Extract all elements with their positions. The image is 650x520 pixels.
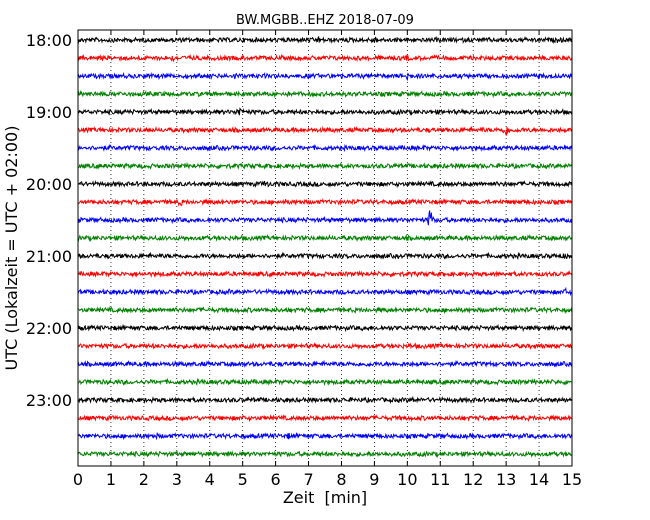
seismogram-trace [77, 286, 573, 297]
seismogram-trace [77, 89, 573, 99]
seismogram-trace [77, 179, 573, 189]
seismogram-trace [77, 450, 573, 459]
x-tick-label: 3 [172, 470, 182, 489]
x-tick-label: 2 [139, 470, 149, 489]
x-tick-label: 7 [303, 470, 313, 489]
trace-group [77, 35, 573, 459]
seismogram-trace [77, 323, 573, 333]
x-tick-label: 15 [562, 470, 582, 489]
seismogram-trace [77, 197, 573, 207]
y-tick-label: 19:00 [26, 103, 72, 122]
seismogram-trace [78, 431, 573, 441]
seismogram-trace [77, 162, 573, 171]
seismogram-trace [77, 270, 573, 279]
seismogram-trace [77, 341, 573, 350]
seismogram-trace [77, 414, 573, 423]
x-tick-label: 10 [397, 470, 417, 489]
seismogram-trace [77, 71, 573, 82]
x-axis-label: Zeit [min] [283, 488, 367, 507]
seismogram-trace [77, 306, 573, 315]
x-tick-label: 0 [73, 470, 83, 489]
seismogram-trace [77, 359, 573, 368]
chart-title: BW.MGBB..EHZ 2018-07-09 [236, 13, 414, 28]
seismogram-trace [77, 35, 573, 45]
x-tick-label: 9 [369, 470, 379, 489]
x-tick-label: 6 [271, 470, 281, 489]
y-axis-ticks: 18:00 19:00 20:00 21:00 22:00 23:00 [26, 31, 572, 410]
y-tick-label: 22:00 [26, 319, 72, 338]
x-tick-label: 11 [430, 470, 450, 489]
seismogram-trace [77, 125, 573, 136]
seismogram-trace [77, 107, 573, 117]
y-tick-label: 23:00 [26, 391, 72, 410]
x-axis-ticks: 0 1 2 3 4 5 6 7 8 9 10 11 12 13 14 15 [73, 30, 582, 489]
x-tick-label: 1 [106, 470, 116, 489]
y-tick-label: 20:00 [26, 175, 72, 194]
grid-lines [110, 30, 540, 466]
y-tick-label: 18:00 [26, 31, 72, 50]
y-tick-label: 21:00 [26, 247, 72, 266]
x-tick-label: 13 [496, 470, 516, 489]
seismogram-trace [77, 395, 573, 405]
x-tick-label: 5 [238, 470, 248, 489]
seismogram-trace [77, 210, 573, 226]
y-axis-label: UTC (Lokalzeit = UTC + 02:00) [2, 126, 21, 371]
seismogram-trace [77, 53, 573, 63]
x-tick-label: 12 [463, 470, 483, 489]
x-tick-label: 4 [205, 470, 215, 489]
x-tick-label: 14 [529, 470, 549, 489]
seismogram-trace [77, 233, 573, 242]
seismogram-trace [77, 251, 573, 261]
seismogram-trace [77, 143, 573, 153]
plot-frame [77, 29, 573, 467]
seismogram-trace [77, 377, 573, 387]
x-tick-label: 8 [336, 470, 346, 489]
